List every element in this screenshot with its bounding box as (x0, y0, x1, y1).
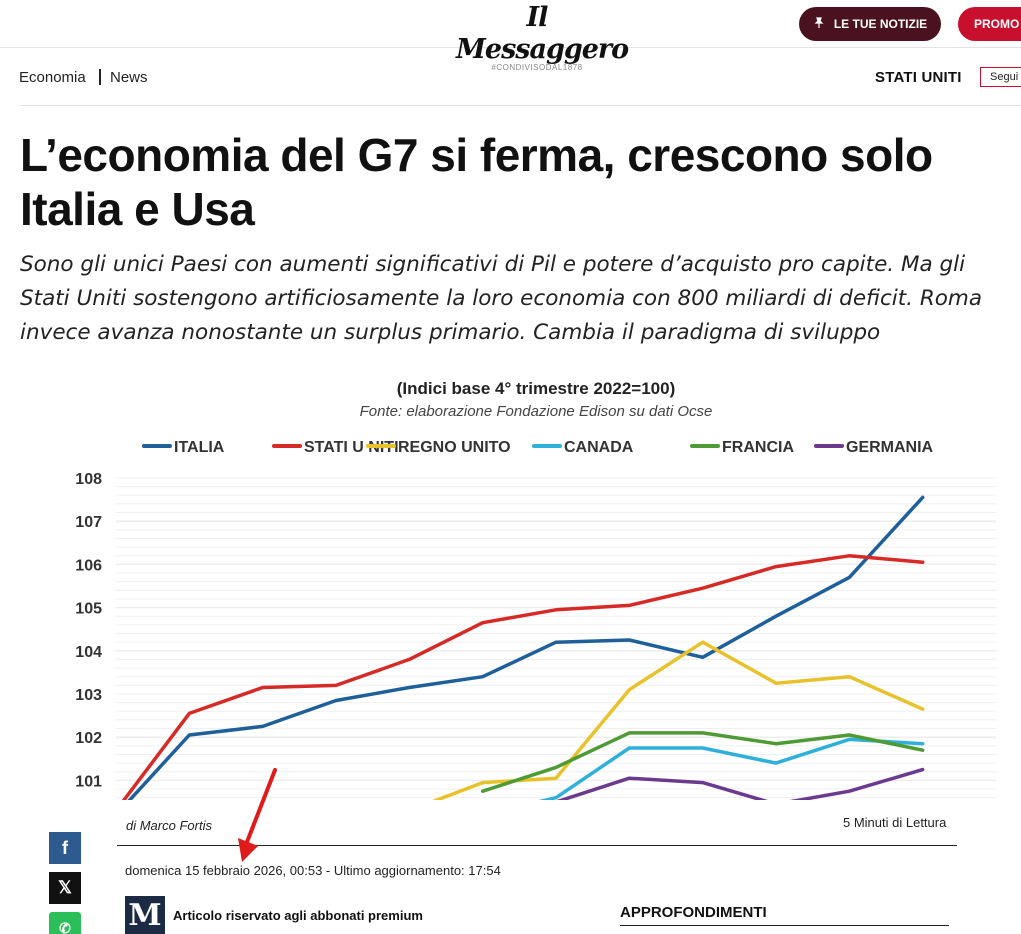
site-logo[interactable]: Il Messaggero #CONDIVISODAL1878 (456, 2, 629, 72)
y-tick-102: 102 (75, 730, 102, 747)
related-section-title: APPROFONDIMENTI (620, 904, 949, 926)
y-tick-101: 101 (75, 773, 102, 790)
promo-button[interactable]: PROMO (958, 7, 1021, 41)
breadcrumb-divider (99, 69, 101, 85)
y-tick-105: 105 (75, 601, 102, 618)
publish-date: domenica 15 febbraio 2026, 00:53 - Ultim… (125, 863, 501, 878)
series-line-italia (127, 495, 925, 800)
red-arrow-annotation (238, 768, 277, 862)
series-line-francia (480, 731, 925, 793)
y-tick-104: 104 (75, 644, 102, 661)
chart-subtitle: Fonte: elaborazione Fondazione Edison su… (360, 403, 713, 420)
top-header: Il Messaggero #CONDIVISODAL1878 LE TUE N… (0, 0, 1021, 72)
my-news-button[interactable]: LE TUE NOTIZIE (799, 7, 941, 41)
breadcrumb-bar: Economia News STATI UNITI Segui (19, 48, 1021, 106)
follow-topic-button[interactable]: Segui (980, 67, 1021, 87)
legend-label-canada: CANADA (564, 439, 634, 456)
premium-logo-icon: M (125, 896, 165, 934)
series-line-germania (556, 767, 925, 800)
pin-icon (813, 16, 825, 32)
legend-label-stati-u-niti: STATI U NITI (304, 439, 399, 456)
logo-wordmark: Il Messaggero (456, 2, 629, 65)
breadcrumb-news[interactable]: News (110, 69, 148, 86)
my-news-label: LE TUE NOTIZIE (833, 17, 928, 31)
series-line-stati-u-niti (121, 554, 925, 800)
logo-tagline: #CONDIVISODAL1878 (491, 63, 583, 72)
y-tick-103: 103 (75, 687, 102, 704)
premium-notice: Articolo riservato agli abbonati premium (173, 908, 423, 923)
byline-divider (117, 845, 957, 846)
series-line-canada (538, 737, 925, 800)
legend-label-italia: ITALIA (174, 439, 225, 456)
legend-label-francia: FRANCIA (722, 439, 794, 456)
line-chart: (Indici base 4° trimestre 2022=100) Fonte… (75, 379, 996, 800)
y-tick-106: 106 (75, 557, 102, 574)
author-byline[interactable]: di Marco Fortis (126, 818, 212, 833)
whatsapp-share-icon[interactable]: ✆ (49, 912, 81, 934)
reading-time: 5 Minuti di Lettura (843, 815, 947, 830)
legend-label-germania: GERMANIA (846, 439, 934, 456)
y-tick-108: 108 (75, 471, 102, 488)
chart-image: (Indici base 4° trimestre 2022=100) Fonte… (56, 366, 1002, 800)
article-subheadline: Sono gli unici Paesi con aumenti signifi… (20, 252, 983, 345)
legend-label-regno-unito: REGNO UNITO (398, 439, 511, 456)
chart-title: (Indici base 4° trimestre 2022=100) (397, 379, 675, 398)
breadcrumb-economia[interactable]: Economia (19, 69, 86, 86)
facebook-share-icon[interactable]: f (49, 832, 81, 864)
article-headline: L’economia del G7 si ferma, crescono sol… (20, 129, 933, 235)
x-share-icon[interactable]: 𝕏 (49, 872, 81, 904)
y-tick-107: 107 (75, 514, 102, 531)
topic-label[interactable]: STATI UNITI (875, 69, 962, 86)
series-line-regno-unito (432, 640, 925, 800)
